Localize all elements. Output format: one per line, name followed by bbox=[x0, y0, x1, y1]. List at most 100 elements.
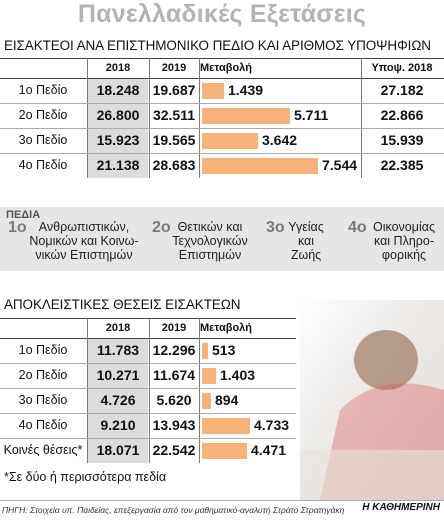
table1-header-change: Μεταβολή bbox=[200, 62, 253, 74]
field-4-text: Οικονομίας και Πληρο- φορικής bbox=[373, 220, 435, 262]
table2-header-2018: 2018 bbox=[105, 322, 131, 334]
table2-header-2019: 2019 bbox=[161, 322, 187, 334]
change-bar bbox=[202, 83, 224, 99]
change-value: 513 bbox=[212, 342, 236, 358]
table-row: 2ο Πεδίο 26.800 32.511 5.711 22.866 bbox=[0, 103, 444, 128]
change-bar bbox=[202, 343, 208, 359]
change-value: 894 bbox=[215, 392, 239, 408]
field-2-text: Θετικών και Τεχνολογικών Επιστημών bbox=[172, 220, 248, 262]
change-bar bbox=[202, 133, 258, 149]
table-row: 1ο Πεδίο 18.248 19.687 1.439 27.182 bbox=[0, 78, 444, 103]
change-bar bbox=[202, 443, 247, 459]
table2-subtitle: ΑΠΟΚΛΕΙΣΤΙΚΕΣ ΘΕΣΕΙΣ ΕΙΣΑΚΤΕΩΝ bbox=[4, 297, 241, 312]
change-bar bbox=[202, 158, 318, 174]
field-2-number: 2ο bbox=[152, 219, 171, 236]
table-row: 3ο Πεδίο 15.923 19.565 3.642 15.939 bbox=[0, 128, 444, 153]
table-row: 2ο Πεδίο 10.271 11.674 1.403 bbox=[0, 363, 444, 388]
candidates-2018: 22.866 bbox=[380, 107, 424, 123]
table2-top-rule bbox=[0, 318, 296, 319]
row-label: Κοινές θέσεις* bbox=[3, 443, 83, 457]
row-separator bbox=[0, 128, 444, 129]
change-value: 1.439 bbox=[228, 82, 264, 98]
row-label: 3ο Πεδίο bbox=[18, 133, 68, 147]
field-4-number: 4ο bbox=[348, 219, 367, 236]
row-separator bbox=[0, 438, 296, 439]
row-separator bbox=[0, 103, 444, 104]
value-2019: 12.296 bbox=[152, 342, 196, 358]
table2-2018-column-shade bbox=[88, 338, 148, 463]
change-bar bbox=[202, 393, 211, 409]
value-2018: 4.726 bbox=[100, 392, 136, 408]
row-label: 4ο Πεδίο bbox=[18, 158, 68, 172]
table1-divider bbox=[199, 58, 200, 178]
candidates-2018: 15.939 bbox=[380, 132, 424, 148]
change-bar bbox=[202, 418, 250, 434]
candidates-2018: 22.385 bbox=[380, 157, 424, 173]
change-value: 1.403 bbox=[220, 367, 256, 383]
field-1-number: 1ο bbox=[8, 219, 27, 236]
table1-subtitle: ΕΙΣΑΚΤΕΟΙ ΑΝΑ ΕΠΙΣΤΗΜΟΝΙΚΟ ΠΕΔΙΟ ΚΑΙ ΑΡΙ… bbox=[4, 38, 431, 53]
candidates-2018: 27.182 bbox=[380, 82, 424, 98]
row-label: 2ο Πεδίο bbox=[18, 108, 68, 122]
table2-divider bbox=[87, 318, 88, 463]
value-2019: 28.683 bbox=[152, 157, 196, 173]
value-2019: 5.620 bbox=[156, 392, 192, 408]
table1-header-2018: 2018 bbox=[105, 62, 131, 74]
value-2018: 18.071 bbox=[96, 442, 140, 458]
value-2019: 19.687 bbox=[152, 82, 196, 98]
fields-legend-box: ΠΕΔΙΑ 1ο Ανθρωπιστικών, Νομικών και Κοιν… bbox=[0, 207, 444, 271]
table-row: Κοινές θέσεις* 18.071 22.542 4.471 bbox=[0, 438, 444, 463]
change-value: 4.733 bbox=[254, 417, 290, 433]
value-2018: 18.248 bbox=[96, 82, 140, 98]
source-rule bbox=[0, 500, 444, 501]
fields-legend-title: ΠΕΔΙΑ bbox=[6, 209, 41, 221]
table1-header-rule bbox=[0, 78, 444, 79]
value-2018: 26.800 bbox=[96, 107, 140, 123]
table-row: 1ο Πεδίο 11.783 12.296 513 bbox=[0, 338, 444, 363]
value-2018: 10.271 bbox=[96, 367, 140, 383]
table2: 2018 2019 Μεταβολή 1ο Πεδίο 11.783 12.296 5… bbox=[0, 318, 444, 463]
value-2018: 21.138 bbox=[96, 157, 140, 173]
table1-header-2019: 2019 bbox=[161, 62, 187, 74]
table1-top-rule bbox=[0, 58, 444, 59]
student-photo bbox=[300, 300, 444, 500]
value-2018: 9.210 bbox=[100, 417, 136, 433]
table1-header-candidates: Υποψ. 2018 bbox=[371, 62, 433, 74]
row-label: 1ο Πεδίο bbox=[18, 83, 68, 97]
row-separator bbox=[0, 413, 296, 414]
chart-title: Πανελλαδικές Εξετάσεις bbox=[77, 0, 367, 28]
table1-divider bbox=[361, 58, 362, 178]
change-bar bbox=[202, 108, 290, 124]
field-1-text: Ανθρωπιστικών, Νομικών και Κοινω- νικών … bbox=[29, 220, 139, 262]
row-label: 1ο Πεδίο bbox=[18, 343, 68, 357]
table-row: 3ο Πεδίο 4.726 5.620 894 bbox=[0, 388, 444, 413]
value-2018: 11.783 bbox=[96, 342, 140, 358]
change-value: 5.711 bbox=[294, 107, 329, 123]
change-bar bbox=[202, 368, 216, 384]
value-2019: 32.511 bbox=[152, 107, 196, 123]
row-label: 3ο Πεδίο bbox=[18, 393, 68, 407]
value-2019: 11.674 bbox=[152, 367, 196, 383]
row-separator bbox=[0, 388, 296, 389]
row-separator bbox=[0, 153, 444, 154]
value-2018: 15.923 bbox=[96, 132, 140, 148]
table1-divider bbox=[149, 58, 150, 178]
value-2019: 22.542 bbox=[152, 442, 196, 458]
change-value: 7.544 bbox=[322, 157, 358, 173]
publisher-logo: Η ΚΑΘΗΜΕΡΙΝΗ bbox=[362, 502, 440, 513]
row-label: 2ο Πεδίο bbox=[18, 368, 68, 382]
field-3-number: 3ο bbox=[266, 219, 285, 236]
table2-header-change: Μεταβολή bbox=[200, 322, 253, 334]
table1: 2018 2019 Μεταβολή Υποψ. 2018 1ο Πεδίο 18… bbox=[0, 58, 444, 178]
table2-header-rule bbox=[0, 338, 296, 339]
footnote: *Σε δύο ή περισσότερα πεδία bbox=[4, 470, 167, 484]
change-value: 4.471 bbox=[251, 442, 287, 458]
table-row: 4ο Πεδίο 21.138 28.683 7.544 22.385 bbox=[0, 153, 444, 178]
table1-divider bbox=[87, 58, 88, 178]
source-note: ΠΗΓΗ: Στοιχεία υπ. Παιδείας, επεξεργασία… bbox=[2, 505, 345, 515]
field-3-text: Υγείας και Ζωής bbox=[288, 220, 324, 262]
value-2019: 19.565 bbox=[152, 132, 196, 148]
value-2019: 13.943 bbox=[152, 417, 196, 433]
table-row: 4ο Πεδίο 9.210 13.943 4.733 bbox=[0, 413, 444, 438]
row-separator bbox=[0, 363, 296, 364]
